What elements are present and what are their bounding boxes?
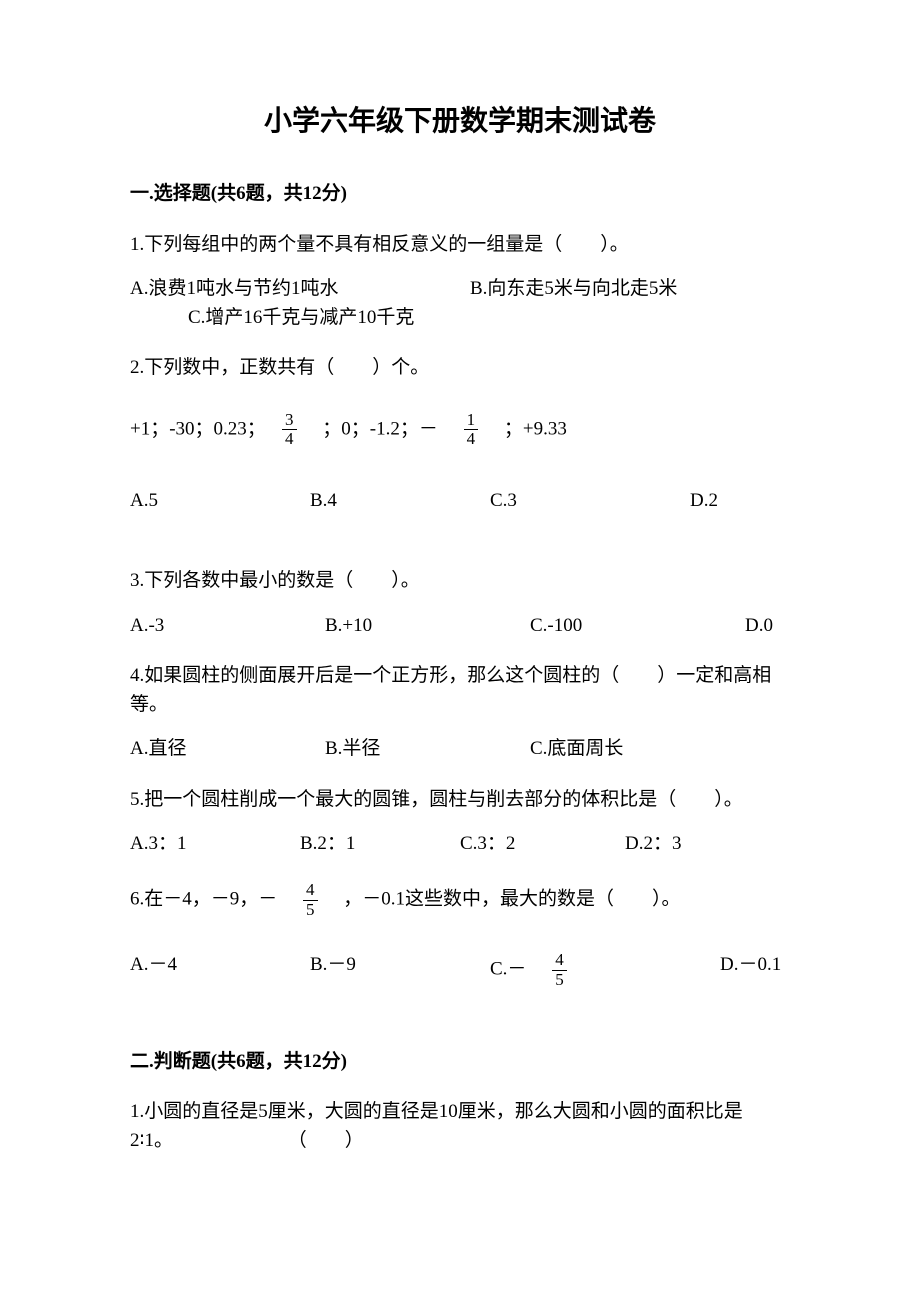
q6-option-b: B.－9 bbox=[310, 951, 490, 989]
q2-option-a: A.5 bbox=[130, 487, 310, 516]
fraction-4-5: 4 5 bbox=[303, 881, 318, 919]
q6-text: 6.在－4，－9，－ 4 5 ，－0.1这些数中，最大的数是（ ）。 bbox=[130, 881, 790, 919]
section1-header: 一.选择题(共6题，共12分) bbox=[130, 180, 790, 209]
q1-option-b: B.向东走5米与向北走5米 bbox=[470, 275, 677, 304]
fraction-1-4: 1 4 bbox=[464, 411, 479, 449]
q5-option-b: B.2：1 bbox=[300, 830, 460, 859]
fraction-4-5-opt: 4 5 bbox=[552, 951, 567, 989]
q4-option-b: B.半径 bbox=[325, 735, 530, 764]
q4-text: 4.如果圆柱的侧面展开后是一个正方形，那么这个圆柱的（ ）一定和高相等。 bbox=[130, 662, 790, 719]
q4-option-c: C.底面周长 bbox=[530, 735, 623, 764]
q6-option-c: C.－ 4 5 bbox=[490, 951, 720, 989]
q1-option-c: C.增产16千克与减产10千克 bbox=[188, 307, 414, 328]
q2-num-prefix: +1；-30；0.23； bbox=[130, 418, 275, 439]
q6-option-d: D.－0.1 bbox=[720, 951, 790, 989]
tf-question-1: 1.小圆的直径是5厘米，大圆的直径是10厘米，那么大圆和小圆的面积比是 2∶1。… bbox=[130, 1098, 790, 1155]
question-2: 2.下列数中，正数共有（ ）个。 +1；-30；0.23； 3 4 ；0；-1.… bbox=[130, 354, 790, 515]
q5-option-a: A.3：1 bbox=[130, 830, 300, 859]
q6-prefix: 6.在－4，－9，－ bbox=[130, 888, 296, 909]
q2-num-suffix: ；+9.33 bbox=[485, 418, 567, 439]
q2-text: 2.下列数中，正数共有（ ）个。 bbox=[130, 354, 790, 383]
q2-option-d: D.2 bbox=[690, 487, 790, 516]
tf-q1-line2: 2∶1。 （ ） bbox=[130, 1127, 790, 1156]
q6-suffix: ，－0.1这些数中，最大的数是（ ）。 bbox=[324, 888, 680, 909]
question-4: 4.如果圆柱的侧面展开后是一个正方形，那么这个圆柱的（ ）一定和高相等。 A.直… bbox=[130, 662, 790, 764]
section2-header: 二.判断题(共6题，共12分) bbox=[130, 1048, 790, 1077]
question-6: 6.在－4，－9，－ 4 5 ，－0.1这些数中，最大的数是（ ）。 A.－4 … bbox=[130, 881, 790, 990]
q6-option-a: A.－4 bbox=[130, 951, 310, 989]
q5-text: 5.把一个圆柱削成一个最大的圆锥，圆柱与削去部分的体积比是（ ）。 bbox=[130, 786, 790, 815]
q2-number-list: +1；-30；0.23； 3 4 ；0；-1.2；－ 1 4 ；+9.33 bbox=[130, 411, 790, 449]
question-1: 1.下列每组中的两个量不具有相反意义的一组量是（ ）。 A.浪费1吨水与节约1吨… bbox=[130, 231, 790, 333]
q2-option-c: C.3 bbox=[490, 487, 690, 516]
tf-q1-paren: （ ） bbox=[288, 1127, 364, 1156]
fraction-3-4: 3 4 bbox=[282, 411, 297, 449]
exam-title: 小学六年级下册数学期末测试卷 bbox=[130, 100, 790, 142]
q3-option-a: A.-3 bbox=[130, 612, 325, 641]
q1-text: 1.下列每组中的两个量不具有相反意义的一组量是（ ）。 bbox=[130, 231, 790, 260]
q2-option-b: B.4 bbox=[310, 487, 490, 516]
q3-option-d: D.0 bbox=[745, 612, 790, 641]
q3-text: 3.下列各数中最小的数是（ ）。 bbox=[130, 567, 790, 596]
question-5: 5.把一个圆柱削成一个最大的圆锥，圆柱与削去部分的体积比是（ ）。 A.3：1 … bbox=[130, 786, 790, 859]
q5-option-c: C.3：2 bbox=[460, 830, 625, 859]
q3-option-c: C.-100 bbox=[530, 612, 745, 641]
tf-q1-line1: 1.小圆的直径是5厘米，大圆的直径是10厘米，那么大圆和小圆的面积比是 bbox=[130, 1098, 790, 1127]
q2-num-mid: ；0；-1.2；－ bbox=[303, 418, 457, 439]
q5-option-d: D.2：3 bbox=[625, 830, 790, 859]
q1-option-a: A.浪费1吨水与节约1吨水 bbox=[130, 275, 470, 304]
q3-option-b: B.+10 bbox=[325, 612, 530, 641]
q4-option-a: A.直径 bbox=[130, 735, 325, 764]
question-3: 3.下列各数中最小的数是（ ）。 A.-3 B.+10 C.-100 D.0 bbox=[130, 567, 790, 640]
